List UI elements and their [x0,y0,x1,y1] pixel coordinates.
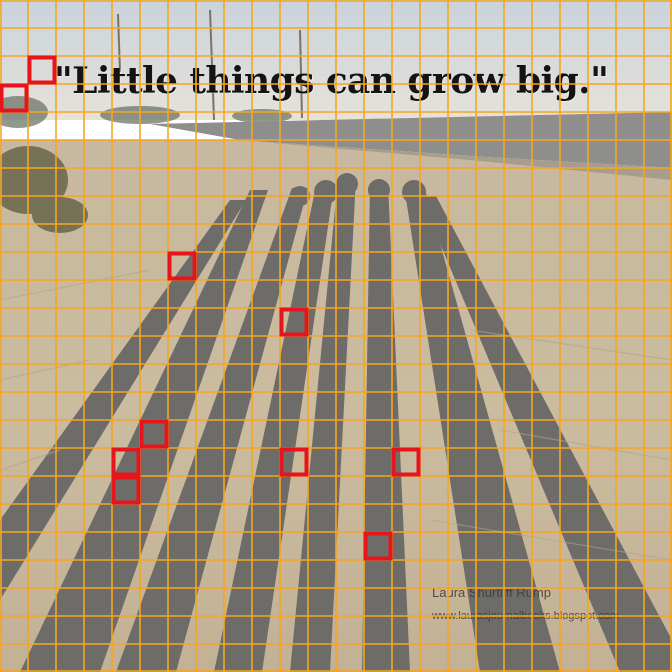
quote-caption: "Little things can grow big." [54,60,609,102]
watermark-url: www.laurasjournalbooks.blogspot.com [432,610,620,622]
watermark-name: Laura Shurtliff Rump [432,585,551,600]
